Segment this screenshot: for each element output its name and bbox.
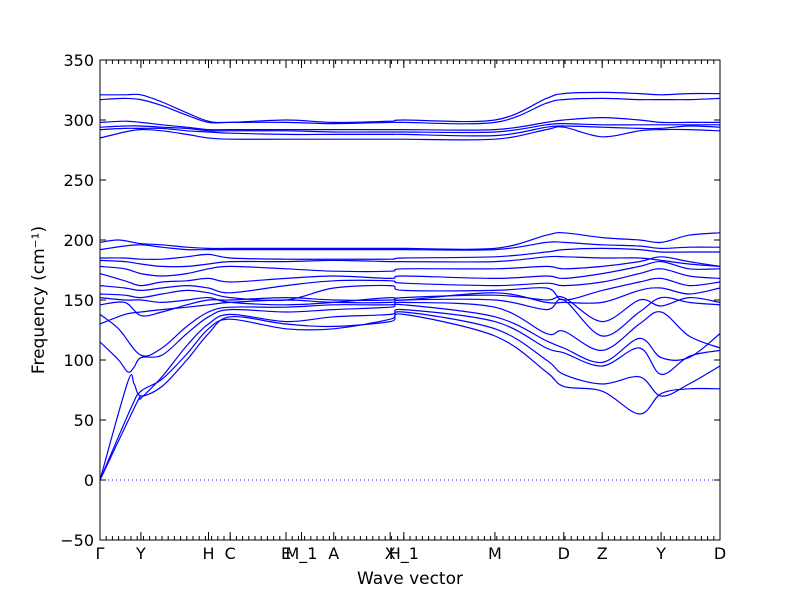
y-tick-label: 150	[63, 291, 94, 310]
x-tick-label: A	[328, 544, 339, 563]
y-tick-label: 100	[63, 351, 94, 370]
y-tick-label: 200	[63, 231, 94, 250]
y-tick-label: 50	[74, 411, 94, 430]
band-line-9	[99, 277, 721, 302]
x-tick-label: Y	[135, 544, 146, 563]
x-axis-label: Wave vector	[357, 569, 463, 589]
x-axis-ticks: Γ Y H C EM_1 A XH_1 M D Z Y D	[96, 60, 726, 564]
x-tick-label: C	[225, 544, 236, 563]
band-line-2	[99, 311, 721, 481]
band-line-5	[99, 301, 721, 357]
band-line-22	[100, 91, 721, 124]
x-tick-label: Y	[655, 544, 666, 563]
band-line-18	[99, 125, 721, 137]
x-tick-label: X	[385, 544, 396, 563]
band-line-6	[99, 296, 721, 337]
band-line-15	[99, 241, 721, 251]
x-tick-label: D	[558, 544, 570, 563]
x-tick-label: M	[488, 544, 502, 563]
y-tick-label: 0	[84, 471, 94, 490]
band-line-11	[99, 260, 721, 287]
band-line-16	[99, 232, 721, 250]
x-tick-label: H_1	[389, 544, 419, 564]
y-tick-label: 350	[63, 51, 94, 70]
band-line-8	[99, 287, 721, 306]
x-tick-label: E	[281, 544, 291, 563]
x-tick-label: M_1	[286, 544, 318, 564]
band-line-3	[99, 308, 721, 481]
x-tick-label: H	[202, 544, 214, 563]
y-axis-label: Frequency (cm⁻¹)	[29, 226, 49, 374]
band-line-19	[99, 122, 720, 134]
band-line-14	[99, 247, 720, 261]
y-tick-label: −50	[60, 531, 94, 550]
x-tick-label: Z	[597, 544, 608, 563]
band-line-20	[99, 116, 720, 131]
y-tick-label: 250	[63, 171, 94, 190]
band-line-17	[99, 126, 721, 141]
band-line-10	[99, 268, 721, 294]
band-lines	[99, 91, 721, 481]
x-tick-label: Γ	[96, 544, 105, 563]
band-line-4	[99, 303, 721, 373]
y-axis-ticks: −50 0 50 100 150 200 250 300 350	[60, 51, 720, 550]
band-line-21	[99, 97, 721, 125]
band-line-12	[99, 256, 721, 277]
y-tick-label: 300	[63, 111, 94, 130]
band-line-7	[99, 294, 721, 323]
x-tick-label: D	[714, 544, 726, 563]
band-line-13	[99, 255, 721, 268]
